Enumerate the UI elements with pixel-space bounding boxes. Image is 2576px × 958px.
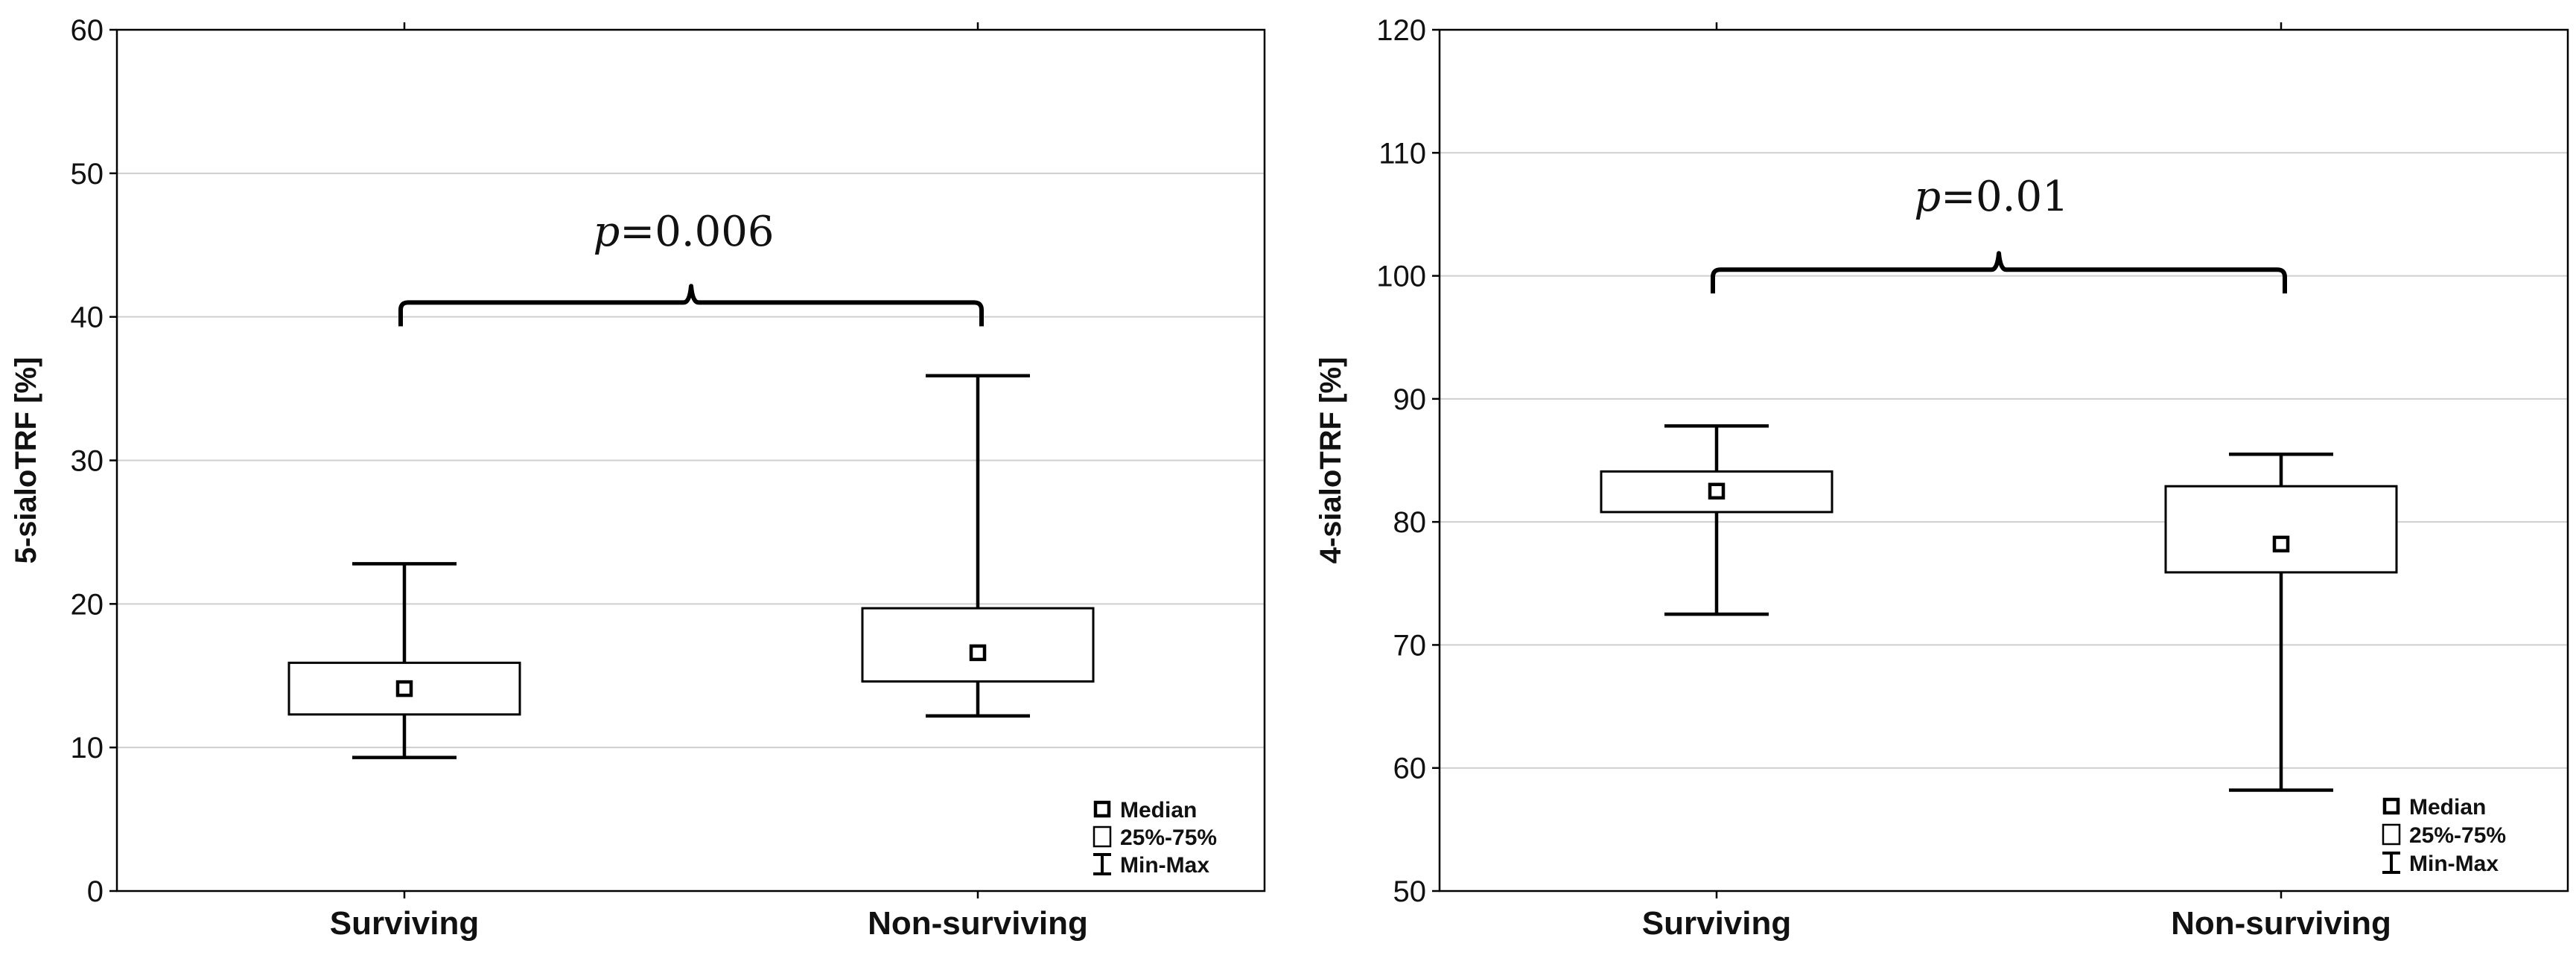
- significance-bracket: [398, 284, 984, 327]
- legend-box-icon: [1093, 826, 1112, 848]
- y-tick-label: 90: [1393, 383, 1427, 416]
- y-tick-label: 60: [1393, 753, 1427, 785]
- legend-box-icon: [2382, 823, 2401, 846]
- p-value: =0.01: [1941, 173, 2069, 221]
- p-value-label: p=0.01: [1914, 173, 2068, 221]
- box-2: [2164, 452, 2398, 792]
- y-tick-label: 60: [71, 14, 104, 47]
- y-axis-title: 5-sialoTRF [%]: [10, 357, 42, 564]
- legend-entry: Median: [1120, 798, 1197, 823]
- x-category-label: Non-surviving: [868, 905, 1088, 942]
- y-tick-label: 0: [87, 875, 104, 908]
- iqr-box: [2164, 485, 2398, 574]
- median-marker: [2272, 535, 2290, 553]
- legend-entry: Median: [2409, 795, 2486, 820]
- legend: Median 25%-75% Min-Max: [2382, 795, 2506, 876]
- legend-entry: Min-Max: [2409, 852, 2499, 876]
- y-tick-label: 70: [1393, 629, 1427, 662]
- y-tick-label: 110: [1378, 137, 1426, 170]
- p-symbol: p: [593, 208, 620, 256]
- legend-median-icon: [2382, 797, 2400, 815]
- p-symbol: p: [1914, 173, 1941, 221]
- median-marker: [395, 680, 413, 697]
- y-axis-title: 4-sialoTRF [%]: [1314, 357, 1347, 564]
- plot-frame: [1438, 28, 2569, 892]
- y-tick-label: 10: [71, 732, 104, 764]
- p-value: =0.006: [620, 208, 774, 256]
- significance-bracket: [1711, 251, 2287, 294]
- x-category-label: Surviving: [330, 905, 480, 942]
- p-value-label: p=0.006: [593, 208, 774, 256]
- box-1: [287, 562, 521, 759]
- median-marker: [1708, 482, 1726, 500]
- y-tick-label: 100: [1376, 261, 1426, 293]
- y-tick-label: 20: [71, 588, 104, 621]
- chart-panel-2: 50 60 70 80 90 100 110 120 Surviving Non-survivin…: [1314, 14, 2569, 942]
- y-tick-label: 40: [71, 301, 104, 334]
- legend: Median 25%-75% Min-Max: [1093, 798, 1217, 878]
- x-category-label: Non-surviving: [2171, 905, 2391, 942]
- y-tick-label: 50: [71, 158, 104, 191]
- legend-median-icon: [1093, 800, 1111, 818]
- median-marker: [969, 644, 987, 662]
- legend-entry: 25%-75%: [2409, 823, 2506, 848]
- box-1: [1600, 424, 1834, 616]
- box-2: [861, 374, 1095, 718]
- y-tick-label: 50: [1393, 875, 1427, 908]
- y-tick-label: 120: [1376, 14, 1426, 47]
- y-tick-label: 30: [71, 445, 104, 478]
- legend-entry: 25%-75%: [1120, 826, 1217, 850]
- x-category-label: Surviving: [1642, 905, 1792, 942]
- y-tick-label: 80: [1393, 506, 1427, 539]
- legend-entry: Min-Max: [1120, 853, 1209, 878]
- chart-panel-1: 0 10 20 30 40 50 60 Surviving Non-surviving 5-sia…: [10, 14, 1266, 942]
